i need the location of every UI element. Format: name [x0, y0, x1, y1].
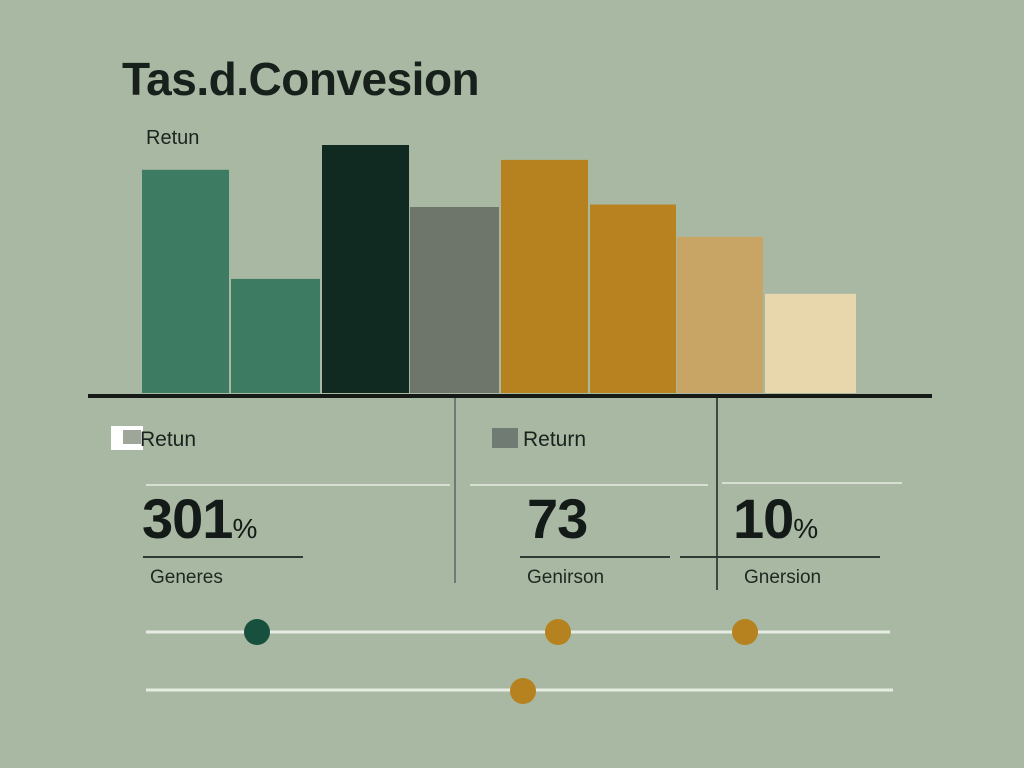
stat-label-2: Genirson — [527, 567, 605, 588]
chart-title: Tas.d.Convesion — [122, 53, 480, 105]
y-axis-label: Retun — [146, 127, 200, 149]
stat-value-2: 73 — [527, 486, 588, 551]
bar-4 — [410, 207, 499, 393]
slider-dot-3 — [732, 619, 758, 645]
stat-number-3: 10 — [733, 487, 794, 550]
bar-1 — [142, 169, 229, 393]
bar-group — [142, 145, 856, 393]
bar-8 — [765, 293, 856, 393]
bar-3 — [322, 145, 409, 393]
stat-value-1: 301% — [142, 486, 257, 551]
stat-number-1: 301 — [142, 487, 233, 550]
legend-label-1: Retun — [140, 428, 197, 451]
stat-unit-3: % — [793, 513, 818, 544]
stat-unit-1: % — [232, 513, 257, 544]
slider-dot-4 — [510, 678, 536, 704]
stat-label-1: Generes — [150, 567, 223, 588]
bar-5 — [501, 159, 588, 393]
legend-swatch-2 — [492, 428, 518, 448]
bar-6 — [590, 204, 676, 393]
slider-dot-2 — [545, 619, 571, 645]
stat-value-3: 10% — [733, 486, 818, 551]
bar-2 — [231, 278, 320, 393]
legend-label-2: Return — [523, 428, 587, 451]
stat-number-2: 73 — [527, 487, 588, 550]
slider-dot-1 — [244, 619, 270, 645]
stat-label-3: Gnersion — [744, 567, 822, 588]
bar-7 — [677, 236, 763, 393]
legend-swatch-inner-1 — [123, 430, 141, 444]
